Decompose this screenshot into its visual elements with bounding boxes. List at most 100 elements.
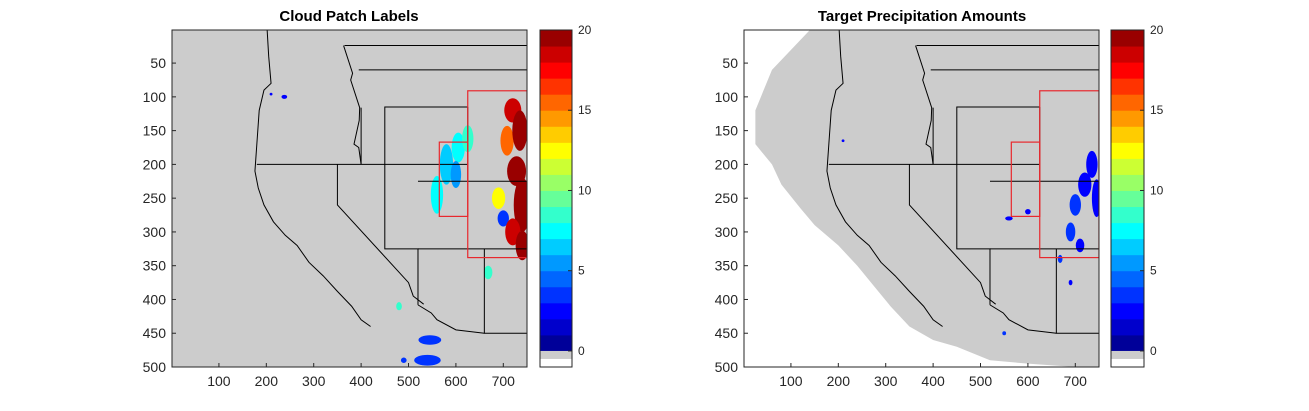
target-box [1039,90,1099,259]
precip-patch [451,132,465,163]
colorbar-frame [539,29,573,368]
state-border-line [384,106,468,165]
y-tick-label: 300 [143,224,167,240]
state-border-line [956,164,991,305]
y-tick-label: 50 [722,55,738,71]
coastline [826,30,943,327]
colorbar-level [1111,110,1144,127]
precip-patch [515,230,527,261]
colorbar-level [540,286,572,304]
colorbar: 0 5 10 15 20 [539,23,592,368]
y-axis-ticks: 50 100 150 200 250 300 350 400 450 500 [143,55,176,375]
colorbar-level [1111,190,1144,208]
colorbar-level [1111,302,1144,320]
precip-patch [1075,238,1085,253]
y-tick-label: 150 [143,123,167,139]
target-boxes [1010,90,1099,259]
x-axis-ticks: 100 200 300 400 500 600 700 [779,363,1087,389]
colorbar-level [540,94,572,111]
y-tick-label: 300 [715,224,739,240]
coastline [254,30,371,327]
x-tick-label: 600 [444,373,468,389]
colorbar-level [1111,142,1144,159]
colorbar-level [540,174,572,191]
y-tick-label: 500 [715,359,739,375]
colorbar-tick-label: 20 [578,23,592,37]
colorbar-tick-label: 5 [1150,264,1157,278]
y-tick-label: 400 [143,291,167,307]
precip-patch [1078,172,1092,197]
colorbar-level [540,238,572,256]
precip-patch [841,139,845,143]
x-axis-ticks: 100 200 300 400 500 600 700 [207,363,515,389]
state-border-line [956,106,1040,165]
colorbar-level [540,142,572,159]
colorbar-level [1111,78,1144,95]
precip-patch [500,125,514,156]
colorbar-level [1111,358,1144,367]
precip-patch [418,335,442,345]
colorbar-level [1111,270,1144,288]
x-tick-label: 500 [969,373,993,389]
state-border-line [336,164,424,305]
x-tick-label: 400 [349,373,373,389]
y-tick-label: 250 [715,190,739,206]
colorbar-level [540,302,572,320]
x-tick-label: 100 [207,373,231,389]
colorbar-level [540,358,572,367]
y-tick-label: 450 [715,325,739,341]
colorbar-level [1111,126,1144,143]
precip-patch [430,175,444,214]
colorbar-level [1111,334,1144,352]
colorbar-level [1111,318,1144,336]
state-border-line [908,164,996,305]
y-tick-label: 150 [715,123,739,139]
x-tick-label: 500 [397,373,421,389]
x-tick-label: 200 [827,373,851,389]
colorbar-level [540,126,572,143]
precip-amounts [841,139,1099,336]
colorbar-level [540,158,572,175]
colorbar-tick-label: 10 [578,183,592,197]
colorbar-level [1111,62,1144,79]
precip-patch [400,357,407,363]
precip-patch [512,110,527,151]
colorbar-level [1111,222,1144,240]
colorbar-level [540,30,572,47]
colorbar-level [1111,158,1144,175]
colorbar-level [1111,174,1144,191]
colorbar-tick-label: 0 [578,344,585,358]
colorbar-tick-label: 5 [578,264,585,278]
y-tick-label: 350 [715,258,739,274]
colorbar-level [1111,46,1144,63]
land-mask [755,30,1099,367]
colorbar-level [1111,206,1144,224]
colorbar-level [540,254,572,272]
colorbar: 0 5 10 15 20 [1110,23,1164,368]
precip-patch [1091,179,1099,218]
precip-patch [281,94,288,99]
precip-patch [450,161,462,189]
precip-patch [491,187,506,209]
colorbar-level [540,78,572,95]
colorbar-level [1111,238,1144,256]
x-tick-label: 700 [1064,373,1088,389]
y-tick-label: 250 [143,190,167,206]
colorbar-tick-label: 15 [1150,103,1164,117]
map-background [172,30,527,367]
colorbar-level [540,206,572,224]
y-tick-label: 200 [715,156,739,172]
precip-patch [513,177,527,232]
chart-title: Target Precipitation Amounts [818,8,1026,25]
precip-patch [1025,208,1031,215]
y-tick-label: 50 [150,55,166,71]
colorbar-level [540,350,572,359]
x-tick-label: 200 [255,373,279,389]
precip-patch [1057,254,1063,263]
colorbar-level [540,318,572,336]
state-border-line [417,304,485,334]
panel-cloud-patch-labels: Cloud Patch Labels 100 200 300 400 500 600 700… [143,8,592,389]
panel-target-precipitation: Target Precipitation Amounts 100 200 300 40… [715,8,1164,389]
precip-patch [483,265,493,280]
